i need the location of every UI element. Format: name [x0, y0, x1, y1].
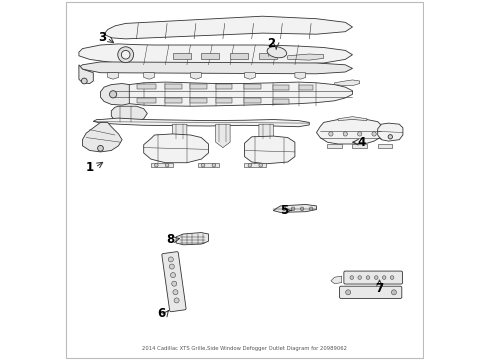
- Bar: [273, 99, 289, 104]
- Circle shape: [374, 276, 377, 279]
- Bar: [298, 85, 312, 90]
- Polygon shape: [82, 122, 122, 152]
- Bar: [230, 53, 247, 59]
- Polygon shape: [79, 65, 93, 84]
- Polygon shape: [104, 16, 352, 39]
- Bar: [165, 98, 181, 103]
- FancyBboxPatch shape: [339, 286, 401, 298]
- Circle shape: [109, 91, 117, 98]
- Bar: [190, 98, 206, 103]
- Circle shape: [309, 207, 312, 211]
- Circle shape: [357, 132, 361, 136]
- Circle shape: [371, 132, 375, 136]
- Polygon shape: [330, 276, 341, 284]
- Circle shape: [171, 281, 176, 286]
- Circle shape: [328, 132, 332, 136]
- Bar: [165, 84, 181, 89]
- Polygon shape: [244, 163, 265, 167]
- Polygon shape: [244, 136, 294, 164]
- Bar: [244, 84, 260, 89]
- Polygon shape: [190, 73, 201, 79]
- Polygon shape: [151, 163, 172, 167]
- Ellipse shape: [266, 46, 286, 58]
- Polygon shape: [244, 73, 255, 79]
- Circle shape: [349, 276, 353, 279]
- Bar: [136, 98, 156, 103]
- Bar: [215, 84, 231, 89]
- Polygon shape: [79, 62, 352, 74]
- Polygon shape: [101, 84, 129, 105]
- Bar: [273, 85, 289, 90]
- Circle shape: [168, 257, 173, 262]
- Polygon shape: [258, 124, 273, 145]
- Bar: [215, 98, 231, 103]
- Text: 4: 4: [357, 136, 365, 149]
- Circle shape: [118, 47, 133, 63]
- FancyBboxPatch shape: [162, 252, 186, 312]
- Polygon shape: [143, 134, 208, 163]
- Bar: [258, 53, 276, 59]
- Polygon shape: [143, 73, 154, 79]
- Polygon shape: [337, 117, 366, 121]
- Circle shape: [382, 276, 385, 279]
- Bar: [190, 84, 206, 89]
- Circle shape: [212, 163, 215, 167]
- Circle shape: [81, 78, 87, 84]
- Polygon shape: [273, 204, 316, 212]
- Polygon shape: [294, 73, 305, 79]
- Circle shape: [165, 163, 168, 167]
- Text: 2014 Cadillac XTS Grille,Side Window Defogger Outlet Diagram for 20989062: 2014 Cadillac XTS Grille,Side Window Def…: [142, 346, 346, 351]
- Circle shape: [282, 207, 285, 211]
- Circle shape: [201, 163, 204, 167]
- Circle shape: [345, 290, 350, 295]
- Polygon shape: [215, 124, 230, 148]
- Polygon shape: [334, 80, 359, 86]
- Polygon shape: [93, 118, 309, 127]
- Circle shape: [390, 290, 396, 295]
- Polygon shape: [111, 82, 352, 106]
- Text: 6: 6: [157, 307, 165, 320]
- Circle shape: [169, 264, 174, 269]
- Circle shape: [387, 135, 392, 139]
- Polygon shape: [79, 44, 352, 65]
- Bar: [244, 98, 260, 103]
- Text: 2: 2: [267, 37, 275, 50]
- Circle shape: [291, 207, 294, 211]
- Text: 1: 1: [85, 161, 94, 174]
- Circle shape: [366, 276, 369, 279]
- Circle shape: [174, 298, 179, 303]
- Circle shape: [343, 132, 347, 136]
- Circle shape: [389, 276, 393, 279]
- Circle shape: [258, 163, 262, 167]
- Circle shape: [170, 273, 175, 278]
- Polygon shape: [352, 144, 366, 148]
- Polygon shape: [107, 73, 118, 79]
- Bar: [136, 84, 156, 89]
- Text: 7: 7: [375, 282, 383, 294]
- Polygon shape: [316, 119, 381, 144]
- Polygon shape: [377, 144, 391, 148]
- Circle shape: [173, 290, 178, 295]
- Text: 5: 5: [280, 204, 287, 217]
- Bar: [172, 53, 190, 59]
- Polygon shape: [172, 124, 186, 144]
- Circle shape: [357, 276, 361, 279]
- Polygon shape: [111, 106, 147, 122]
- Text: 3: 3: [98, 31, 106, 44]
- Polygon shape: [176, 233, 208, 245]
- Circle shape: [154, 163, 158, 167]
- Circle shape: [121, 50, 130, 59]
- Text: 8: 8: [166, 233, 175, 246]
- Circle shape: [98, 145, 103, 151]
- Circle shape: [247, 163, 251, 167]
- FancyBboxPatch shape: [343, 271, 402, 284]
- Polygon shape: [287, 54, 323, 60]
- Polygon shape: [326, 144, 341, 148]
- Polygon shape: [197, 163, 219, 167]
- Bar: [201, 53, 219, 59]
- Polygon shape: [377, 123, 402, 141]
- Circle shape: [300, 207, 303, 211]
